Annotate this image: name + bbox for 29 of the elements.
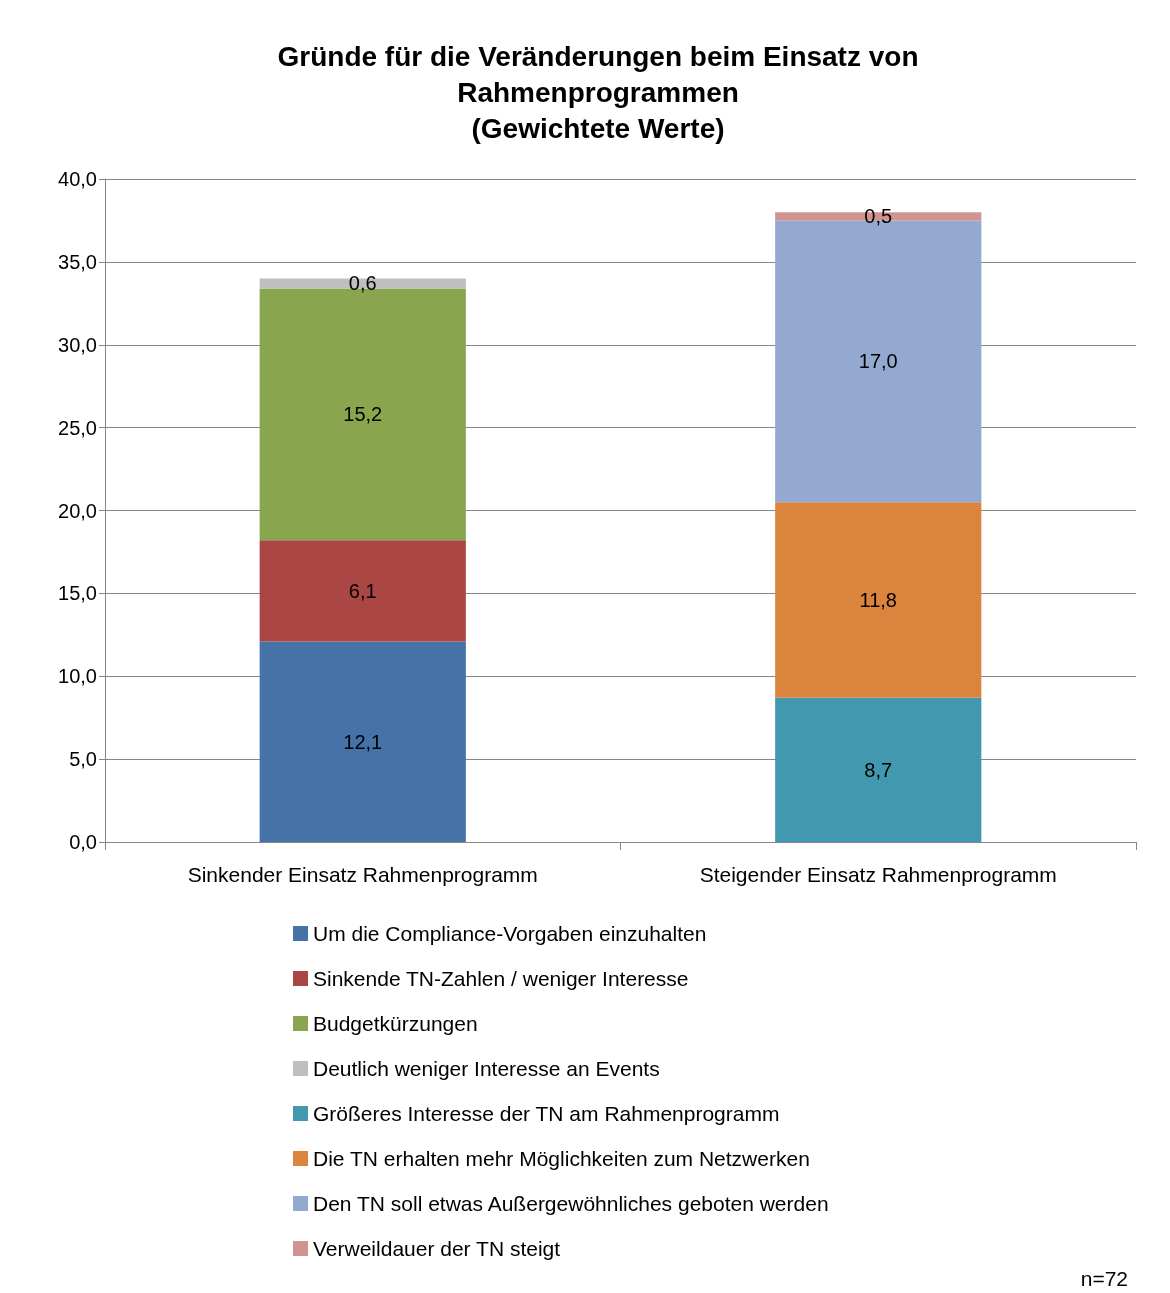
legend-label: Sinkende TN-Zahlen / weniger Interesse (313, 967, 689, 990)
y-tick-label: 30,0 (58, 333, 97, 356)
data-label: 11,8 (859, 589, 897, 612)
legend-label: Um die Compliance-Vorgaben einzuhalten (313, 922, 707, 945)
legend-label: Deutlich weniger Interesse an Events (313, 1057, 660, 1080)
data-label: 17,0 (858, 350, 898, 373)
y-tick-label: 15,0 (58, 582, 97, 605)
data-label: 8,7 (864, 758, 893, 781)
y-tick-label: 20,0 (58, 499, 97, 522)
data-label: 6,1 (348, 579, 377, 602)
data-label: 0,5 (864, 205, 893, 228)
chart-title: Gründe für die Veränderungen beim Einsatz von Rahmenprogrammen (Gewichtete Werte) (277, 40, 919, 144)
text: n=72 (1080, 1267, 1129, 1290)
y-tick-label: 0,0 (69, 831, 97, 853)
y-tick-label: 25,0 (58, 416, 97, 439)
y-tick-label: 35,0 (58, 250, 97, 273)
y-tick-label: 5,0 (69, 748, 97, 771)
legend-label: Verweildauer der TN steigt (313, 1237, 561, 1260)
legend-label: Größeres Interesse der TN am Rahmenprogramm (313, 1102, 780, 1125)
legend-label: Die TN erhalten mehr Möglichkeiten zum Netzwerken (313, 1147, 810, 1170)
legend-label: Budgetkürzungen (313, 1012, 478, 1035)
y-tick-label: 10,0 (58, 665, 97, 688)
data-label: 15,2 (343, 403, 383, 426)
x-tick-label: Steigender Einsatz Rahmenprogramm (699, 863, 1057, 886)
legend-label: Den TN soll etwas Außergewöhnliches geboten werden (313, 1192, 829, 1215)
x-tick-label: Sinkender Einsatz Rahmenprogramm (187, 863, 538, 886)
data-label: 0,6 (348, 272, 377, 295)
y-tick-label: 40,0 (58, 168, 97, 190)
data-label: 12,1 (343, 730, 383, 753)
